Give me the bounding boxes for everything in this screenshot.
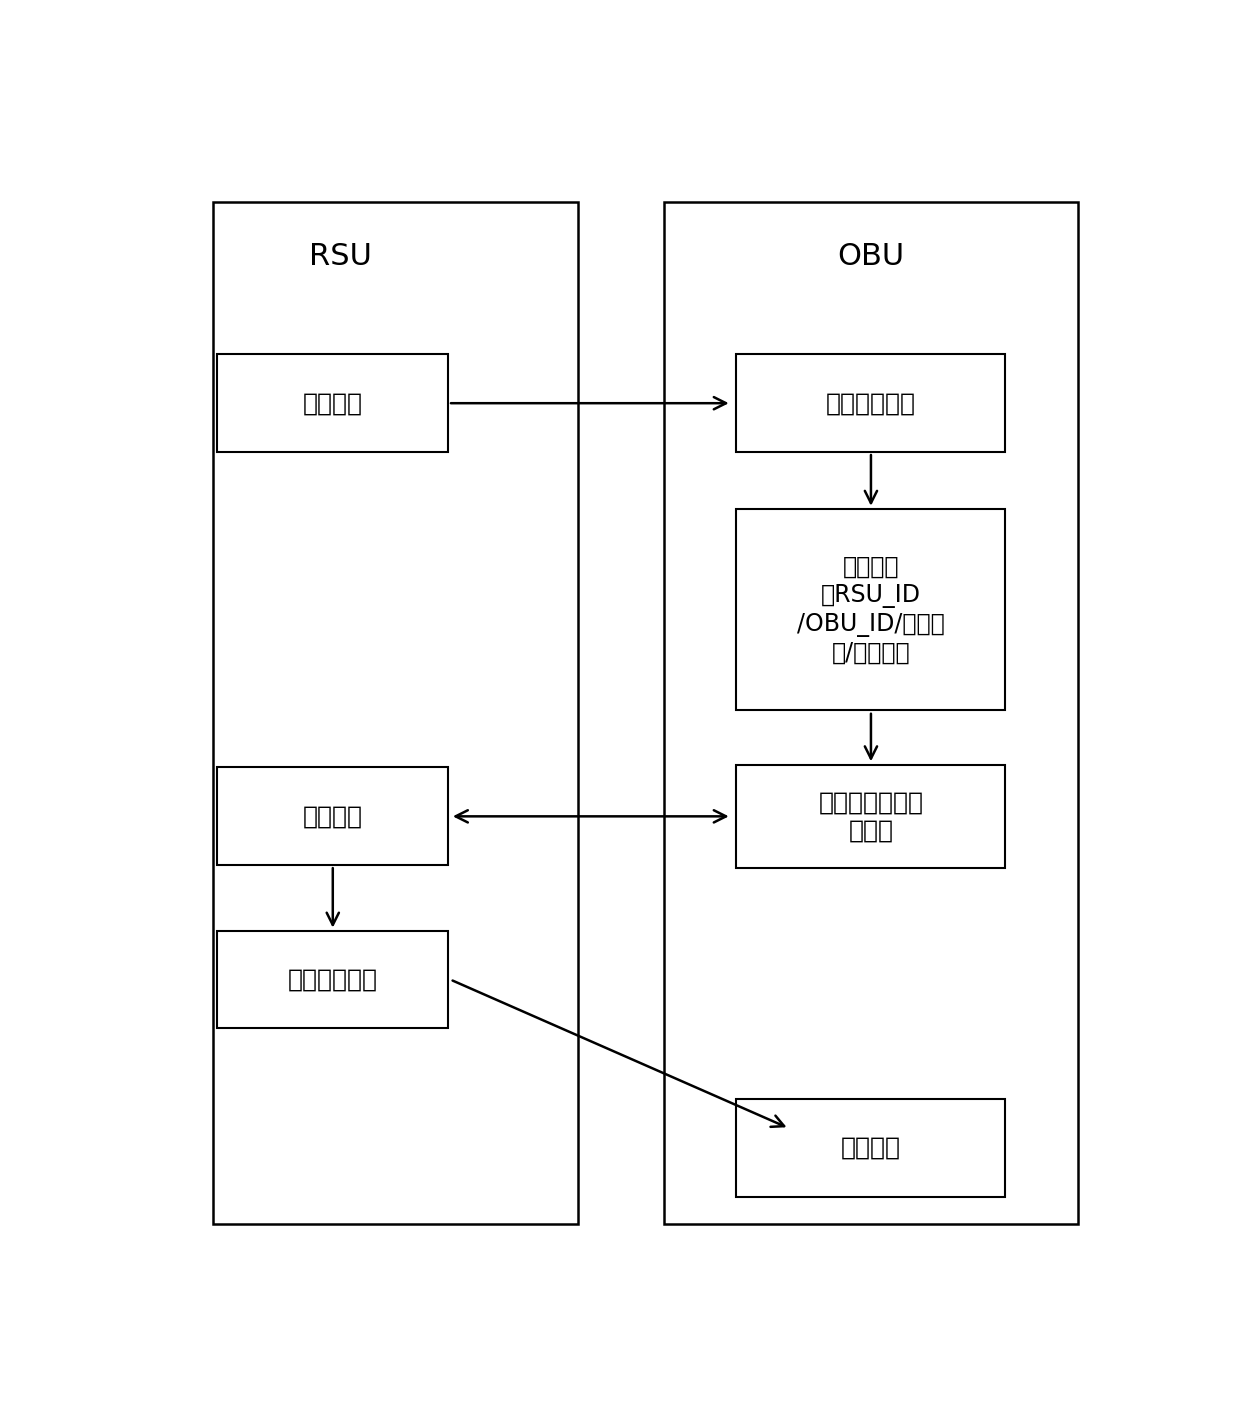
Text: 执行休眠: 执行休眠 (841, 1137, 901, 1159)
Text: OBU: OBU (837, 241, 904, 271)
Bar (217, 767, 448, 866)
Text: 数据处理: 数据处理 (303, 805, 363, 829)
Bar (737, 354, 1006, 452)
Bar (217, 931, 448, 1028)
Bar (737, 510, 1006, 710)
Text: RSU: RSU (309, 241, 372, 271)
Text: 计算信道
（RSU_ID
/OBU_ID/信道编
码/时间等）: 计算信道 （RSU_ID /OBU_ID/信道编 码/时间等） (797, 555, 945, 665)
Text: 建立指定信道通
信链路: 建立指定信道通 信链路 (818, 791, 924, 842)
Text: 数据广播: 数据广播 (303, 391, 363, 415)
Text: 接收广播信息: 接收广播信息 (826, 391, 916, 415)
Bar (737, 1099, 1006, 1197)
Bar (665, 202, 1078, 1224)
Bar (737, 765, 1006, 868)
Text: 下发休眠指定: 下发休眠指定 (288, 967, 378, 991)
Bar (217, 354, 448, 452)
Bar (213, 202, 578, 1224)
